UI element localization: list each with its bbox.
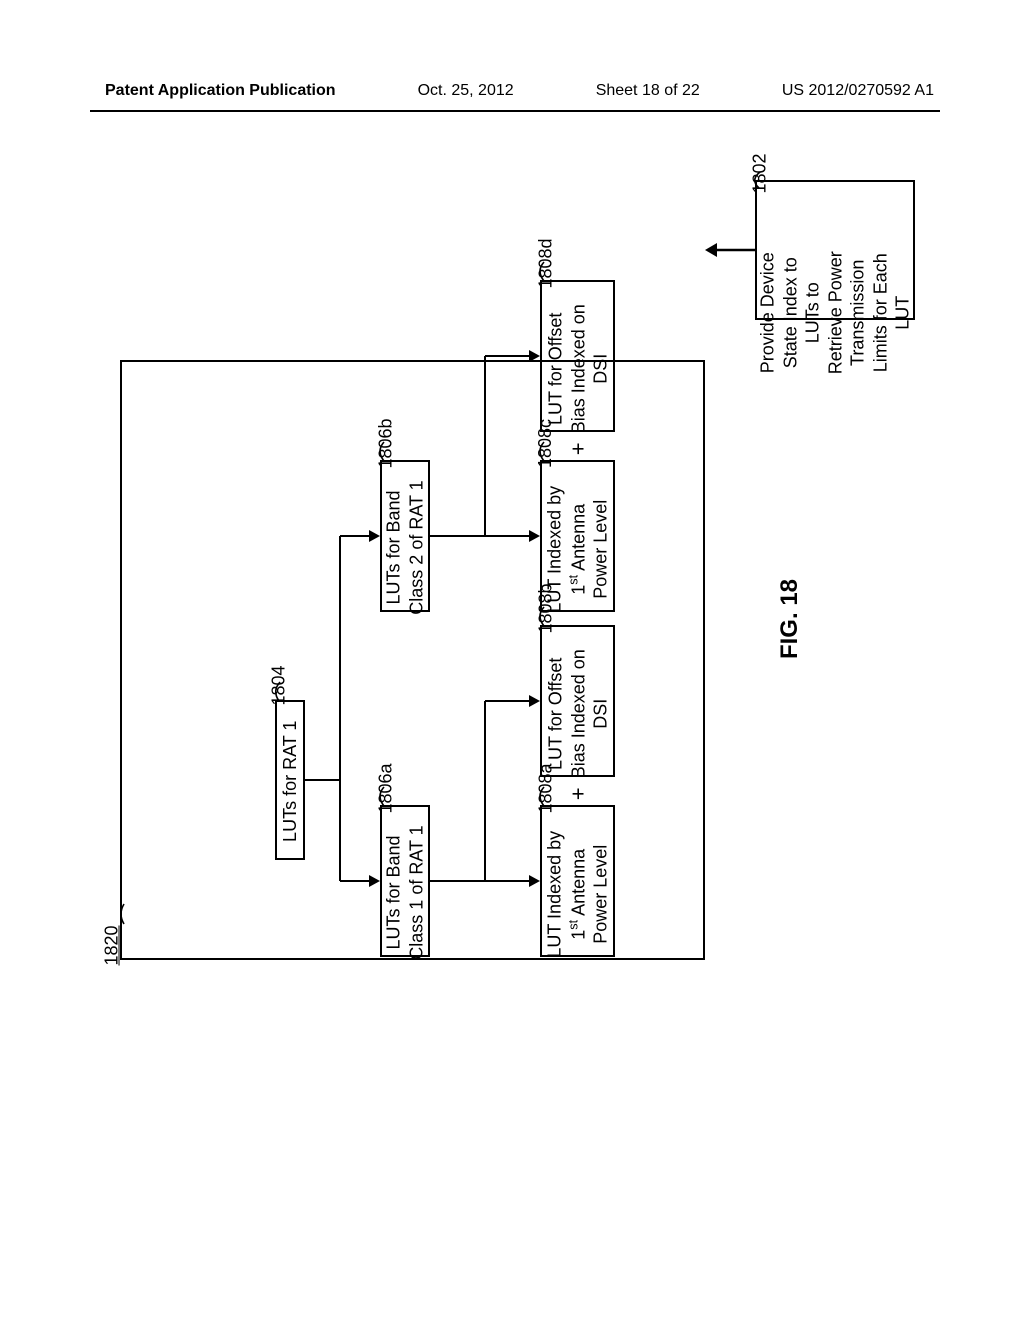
publication-label: Patent Application Publication [105,82,336,100]
lead-1820 [100,170,850,990]
figure-18: 1820 Provide Device State Index to LUTs … [100,170,850,990]
publication-number: US 2012/0270592 A1 [782,82,934,100]
box-1802-line5: Transmission [847,260,867,366]
header-rule [90,110,940,112]
box-1802-line7: LUT [892,296,912,330]
page-header: Patent Application Publication Oct. 25, … [0,82,1024,100]
box-1802-line6: Limits for Each [870,253,890,372]
publication-date: Oct. 25, 2012 [418,82,514,100]
sheet-number: Sheet 18 of 22 [596,82,700,100]
